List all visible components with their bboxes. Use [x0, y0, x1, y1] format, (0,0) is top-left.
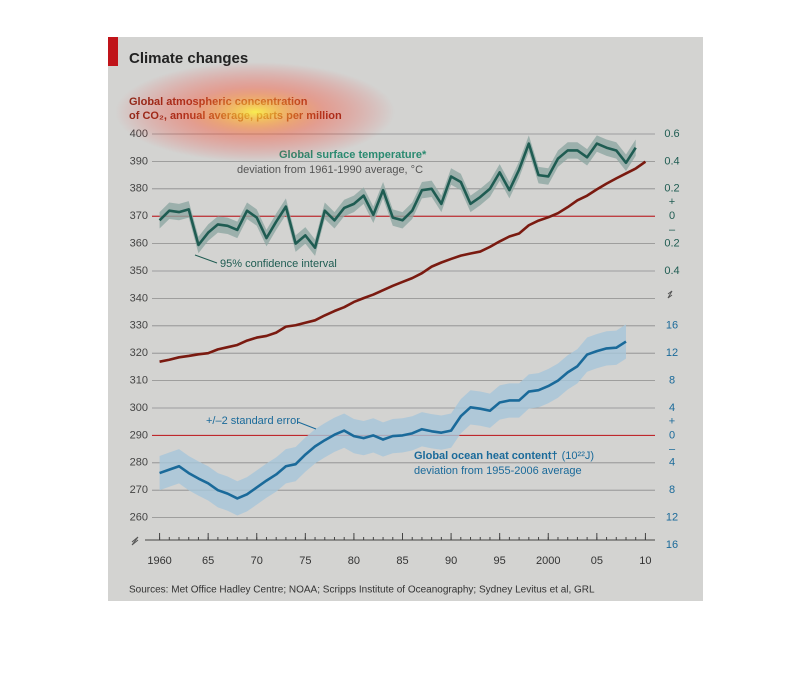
accent-bar — [108, 37, 118, 66]
y-tick-label: 340 — [130, 292, 148, 304]
y-tick-label: 300 — [130, 402, 148, 414]
y-right-tick-label: 0.4 — [664, 155, 679, 167]
plot: 260 270 280 290 300 310 320 330 340 350 360 370 380 3… — [129, 96, 680, 567]
x-tick-label: 2000 — [536, 555, 560, 567]
x-tick-label: 80 — [348, 555, 360, 567]
x-tick-label: 75 — [299, 555, 311, 567]
x-tick-label: 1960 — [147, 555, 171, 567]
y-tick-label: 310 — [130, 375, 148, 387]
y-right-tick-label: 0 — [669, 429, 675, 441]
y-right-tick-label: 12 — [666, 347, 678, 359]
y-right-tick-label: 8 — [669, 484, 675, 496]
y-tick-label: 320 — [130, 347, 148, 359]
sources: Sources: Met Office Hadley Centre; NOAA;… — [129, 585, 595, 596]
y-tick-label: 350 — [130, 265, 148, 277]
x-tick-label: 95 — [494, 555, 506, 567]
chart-title: Climate changes — [129, 50, 248, 67]
y-tick-label: 280 — [130, 457, 148, 469]
y-right-tick-label: 4 — [669, 457, 675, 469]
leader — [297, 421, 317, 430]
leader — [194, 254, 218, 264]
y-tick-label: 360 — [130, 238, 148, 250]
y-right-tick-label: 12 — [666, 512, 678, 524]
series-note: deviation from 1961-1990 average, °C — [237, 164, 423, 176]
y-right-tick-label: 0.2 — [664, 238, 679, 250]
band — [159, 135, 636, 256]
y-tick-label: 260 — [130, 512, 148, 524]
y-right-tick-label: 0.2 — [664, 183, 679, 195]
y-tick-label: 330 — [130, 320, 148, 332]
y-tick-label: 290 — [130, 429, 148, 441]
y-right-tick-label: 0.4 — [664, 265, 679, 277]
x-tick-label: 65 — [202, 555, 214, 567]
y-right-tick-label: 8 — [669, 375, 675, 387]
x-tick-label: 90 — [445, 555, 457, 567]
y-tick-label: 390 — [130, 155, 148, 167]
y-tick-label: 370 — [130, 210, 148, 222]
y-tick-label: 380 — [130, 183, 148, 195]
band-label: +/–2 standard error — [206, 415, 300, 427]
y-right-tick-label: 16 — [666, 539, 678, 551]
sign-label: – — [669, 224, 676, 236]
band-label: 95% confidence interval — [220, 258, 337, 270]
series-note: deviation from 1955-2006 average — [414, 465, 582, 477]
heatmap-blob — [115, 62, 395, 162]
y-right-tick-label: 0.6 — [664, 128, 679, 140]
series-line — [158, 142, 637, 250]
series-unit: (10²²J) — [562, 450, 594, 462]
x-tick-label: 05 — [591, 555, 603, 567]
axis-break — [131, 536, 139, 546]
y-tick-label: 270 — [130, 484, 148, 496]
series-line — [159, 340, 627, 500]
series-line — [159, 160, 647, 363]
sign-label: – — [669, 443, 676, 455]
x-tick-label: 70 — [251, 555, 263, 567]
y-right-tick-label: 0 — [669, 210, 675, 222]
axis-break — [667, 290, 673, 299]
series-name: Global ocean heat content† — [414, 450, 558, 462]
y-right-tick-label: 4 — [669, 402, 675, 414]
x-tick-label: 10 — [639, 555, 651, 567]
y-right-tick-label: 16 — [666, 320, 678, 332]
x-tick-label: 85 — [396, 555, 408, 567]
band — [159, 324, 626, 516]
sign-label: + — [669, 196, 675, 208]
sign-label: + — [669, 415, 675, 427]
